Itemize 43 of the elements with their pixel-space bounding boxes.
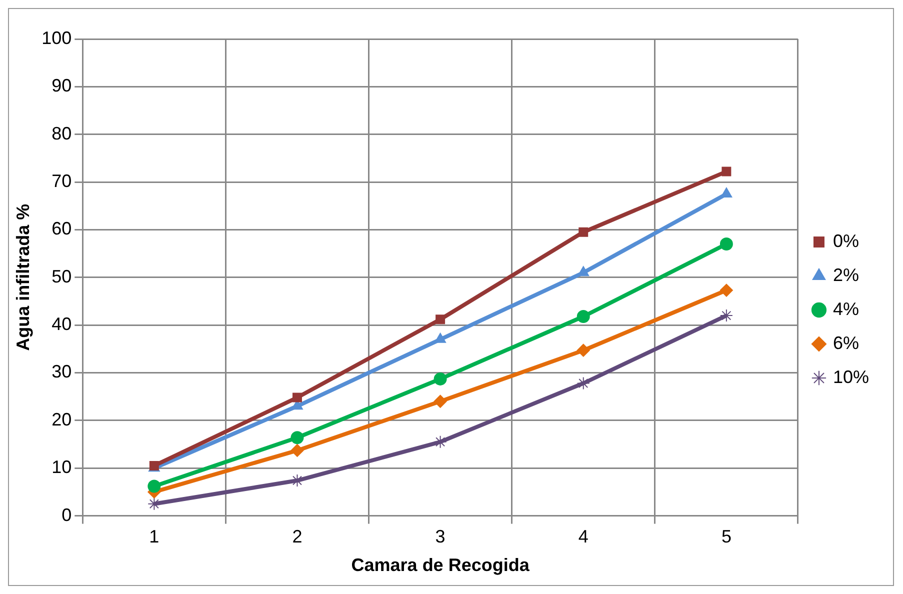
- legend-label: 0%: [832, 230, 859, 251]
- x-tick-label: 2: [292, 526, 302, 547]
- point: [290, 474, 304, 488]
- point: [720, 238, 733, 251]
- point: [720, 187, 732, 198]
- x-tick-label: 1: [149, 526, 160, 547]
- point: [720, 284, 733, 297]
- point: [576, 376, 590, 390]
- point: [434, 394, 447, 408]
- y-tick-label: 90: [52, 76, 72, 96]
- legend-label: 4%: [832, 298, 859, 319]
- x-tick-label: 3: [435, 526, 446, 547]
- point: [722, 166, 732, 176]
- point: [148, 497, 161, 510]
- point: [434, 435, 447, 448]
- legend-label: 2%: [832, 264, 859, 285]
- y-tick-label: 20: [52, 409, 72, 430]
- y-tick-label: 0: [62, 504, 72, 525]
- point: [290, 444, 304, 457]
- x-tick-label: 4: [578, 526, 588, 547]
- legend-label: 6%: [832, 332, 859, 353]
- point: [148, 480, 161, 493]
- legend-label: 10%: [832, 366, 870, 387]
- point: [720, 309, 733, 322]
- y-tick-label: 80: [52, 123, 72, 144]
- point: [436, 314, 446, 324]
- point: [290, 431, 304, 444]
- y-tick-label: 100: [42, 28, 72, 48]
- y-tick-label: 10: [52, 457, 72, 478]
- y-axis-title: Agua infiltrada %: [12, 204, 33, 351]
- point: [292, 392, 302, 402]
- point: [434, 372, 447, 386]
- y-tick-label: 50: [52, 266, 72, 286]
- y-tick-label: 30: [52, 362, 72, 382]
- y-tick-label: 70: [52, 171, 72, 192]
- x-axis-title: Camara de Recogida: [351, 555, 530, 576]
- point: [578, 227, 588, 237]
- point: [576, 344, 590, 357]
- point: [434, 332, 446, 343]
- y-tick-label: 60: [52, 218, 72, 239]
- y-tick-label: 40: [52, 314, 72, 334]
- point: [576, 310, 590, 323]
- x-tick-label: 5: [721, 526, 732, 547]
